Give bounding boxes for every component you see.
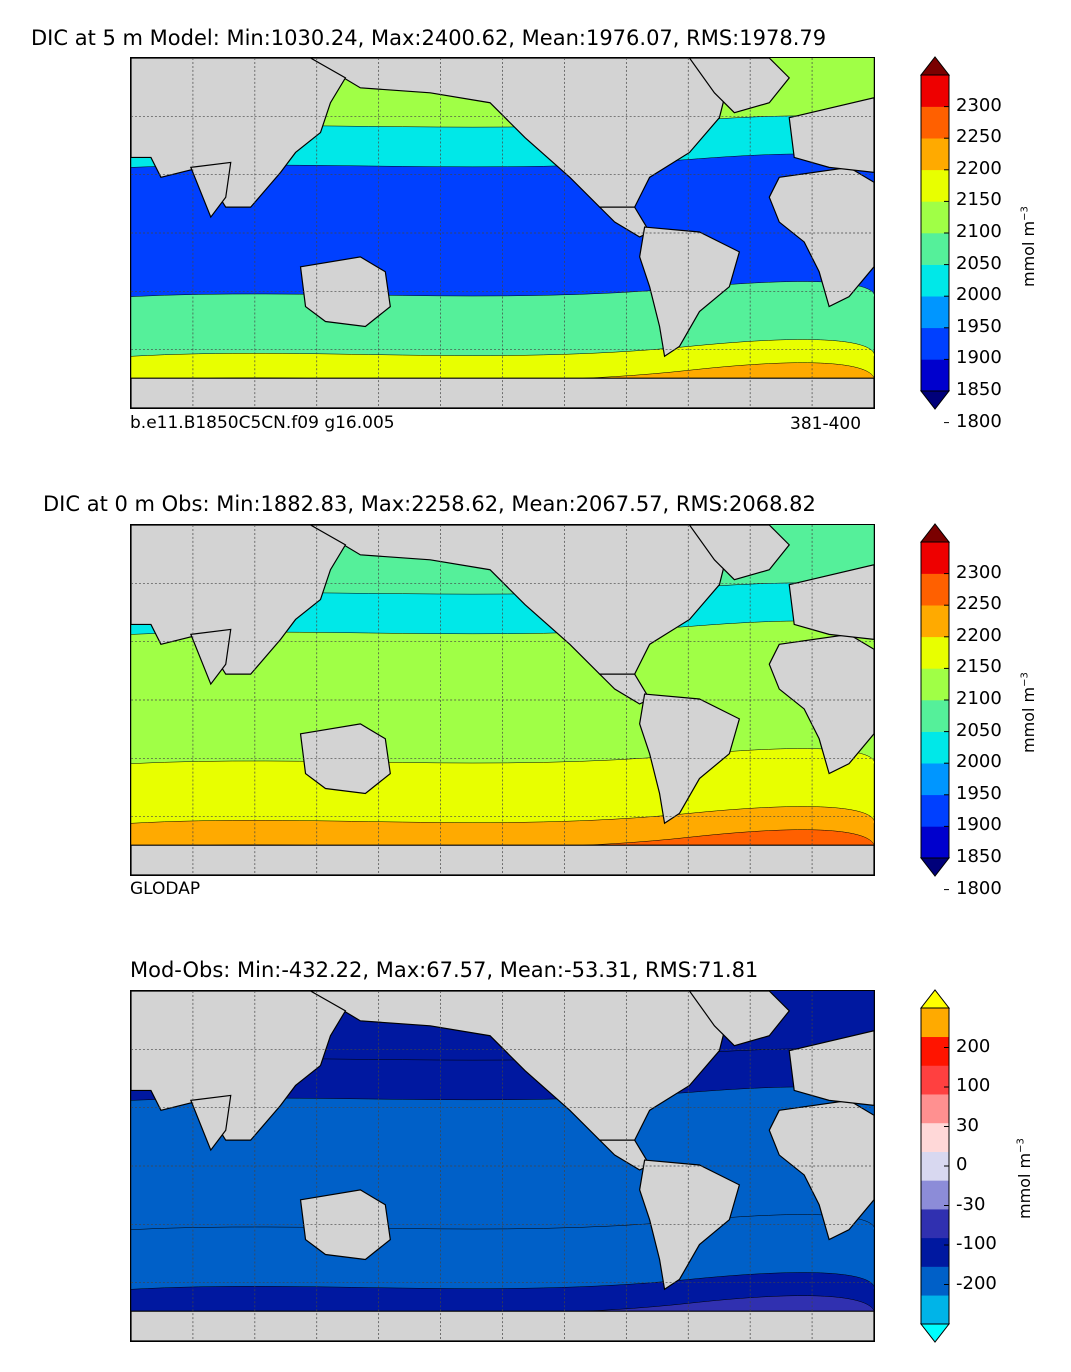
africa-land [768,166,874,308]
colorbar-tick-label: 100 [956,1075,991,1096]
greenland-land [688,991,791,1047]
colorbar-tick-label: 1900 [956,347,1002,369]
africa-land [768,1099,874,1241]
colorbar-swatch [921,296,949,329]
graticule [131,991,874,1341]
colorbar-tick-label: 2200 [956,624,1002,646]
colorbar-swatch [921,636,949,669]
colorbar-swatch [921,1266,949,1296]
australia-land [299,256,391,328]
colorbar-swatch [921,264,949,297]
colorbar-tick-label: 2100 [956,221,1002,242]
colorbar-swatch [921,573,949,606]
colorbar-obs [919,523,951,891]
colorbar-swatch [921,1065,949,1095]
australia-land [299,1189,391,1261]
colorbar-swatch [921,1295,949,1325]
panel-model: DIC at 5 m Model: Min:1030.24, Max:2400.… [0,0,1071,460]
colorbar-tick-label: 2000 [956,284,1002,306]
asia-land [131,58,347,208]
colorbar-swatch [921,763,949,796]
india-land [189,161,232,219]
colorbar-extend-max [919,989,951,1009]
colorbar-tick-label: -200 [956,1272,997,1294]
asia-land [131,525,347,675]
colorbar-swatch [921,359,949,392]
colorbar-swatch [921,794,949,827]
colorbar-swatch [921,1209,949,1239]
greenland-land [688,525,791,581]
colorbar-swatch [921,233,949,265]
colorbar-tick-label: 1950 [956,782,1002,804]
colorbar-swatch [921,605,949,638]
colorbar-swatch [921,1237,949,1267]
map-model [130,57,875,409]
colorbar-unit: mmol m−3 [1015,1138,1034,1219]
colorbar-swatch [921,1008,949,1038]
panel-title: DIC at 0 m Obs: Min:1882.83, Max:2258.62… [43,492,816,516]
colorbar-tick-label: 2300 [956,561,1002,583]
colorbar-tick-label: 2250 [956,593,1002,615]
panel-obs: DIC at 0 m Obs: Min:1882.83, Max:2258.62… [43,492,1038,899]
colorbar-tick-label: -30 [956,1193,986,1215]
colorbar-tick-label: 1950 [956,315,1002,337]
colorbar-tick-label: 1850 [956,379,1002,400]
colorbar-swatch [921,826,949,859]
asia-land [131,991,347,1141]
colorbar-swatch [921,1180,949,1210]
colorbar-tick-label: 1800 [956,410,1002,432]
colorbar-swatch [921,668,949,701]
graticule [131,58,874,408]
colorbar-tick-label: 2150 [956,656,1002,678]
colorbar-tick-label: 2250 [956,126,1002,148]
greenland-land [688,58,791,114]
map-obs [130,524,875,876]
colorbar-swatch [921,731,949,764]
india-land [189,628,232,686]
colorbar-model [919,56,951,424]
colorbar-swatch [921,201,949,234]
colorbar-swatch [921,327,949,360]
colorbar-tick-label: 2150 [956,189,1002,211]
caption-source: GLODAP [130,879,201,899]
colorbar-swatch [921,169,949,202]
colorbar-tick-label: 1900 [956,814,1002,836]
colorbar-swatch [921,106,949,139]
colorbar-tick-label: 2050 [956,719,1002,741]
panel-title: DIC at 5 m Model: Min:1030.24, Max:2400.… [31,26,827,50]
caption-years: 381-400 [790,414,862,434]
colorbar-swatch [921,75,949,107]
africa-land [768,633,874,775]
australia-land [299,723,391,795]
panel-title: Mod-Obs: Min:-432.22, Max:67.57, Mean:-5… [130,958,759,982]
colorbar-swatch [921,1122,949,1152]
colorbar-tick-label: 2200 [956,157,1002,179]
colorbar-tick-label: 2050 [956,252,1002,274]
colorbar-swatch [921,700,949,732]
colorbar-tick-label: 30 [956,1114,979,1136]
colorbar-swatch [921,542,949,574]
india-land [189,1094,232,1152]
colorbar-swatch [921,1094,949,1124]
caption-case-name: b.e11.B1850C5CN.f09 g16.005 [130,413,395,433]
colorbar-tick-label: 2100 [956,688,1002,709]
colorbar-tick-label: 0 [956,1154,968,1175]
colorbar-diff [919,989,951,1343]
colorbar-swatch [921,1036,949,1066]
colorbar-extend-min [919,1323,951,1343]
colorbar-tick-label: -100 [956,1233,997,1254]
colorbar-tick-label: 2300 [956,94,1002,116]
colorbar-tick-label: 1850 [956,846,1002,867]
colorbar-tick-label: 200 [956,1035,991,1057]
colorbar-swatch [921,138,949,171]
colorbar-tick-label: 2000 [956,751,1002,773]
colorbar-tick-label: 1800 [956,877,1002,899]
graticule [131,525,874,875]
map-diff [130,990,875,1342]
